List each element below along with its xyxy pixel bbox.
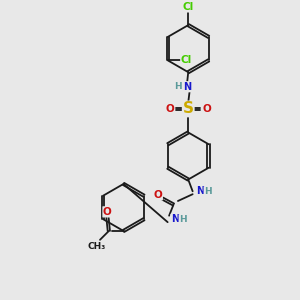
Text: H: H — [204, 187, 212, 196]
Text: O: O — [103, 207, 112, 217]
Text: O: O — [166, 104, 174, 114]
Text: H: H — [179, 215, 187, 224]
Text: S: S — [183, 101, 194, 116]
Text: O: O — [154, 190, 162, 200]
Text: O: O — [202, 104, 211, 114]
Text: N: N — [183, 82, 191, 92]
Text: N: N — [196, 186, 204, 196]
Text: Cl: Cl — [183, 2, 194, 12]
Text: H: H — [174, 82, 182, 91]
Text: N: N — [171, 214, 179, 224]
Text: Cl: Cl — [181, 56, 192, 65]
Text: CH₃: CH₃ — [88, 242, 106, 251]
